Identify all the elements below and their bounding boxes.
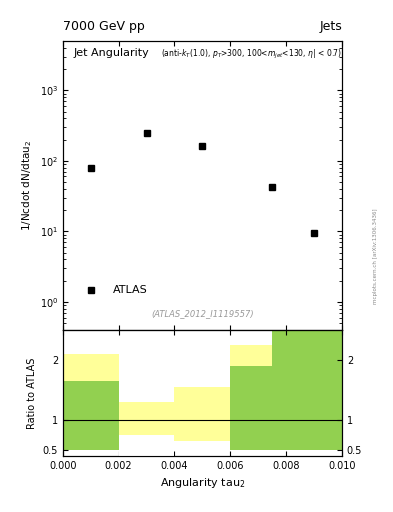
Text: mcplots.cern.ch [arXiv:1306.3436]: mcplots.cern.ch [arXiv:1306.3436] <box>373 208 378 304</box>
Text: (anti-$k_T$(1.0), $p_T$>300, 100<$m_{jet}$<130, $\eta|$ < 0.7): (anti-$k_T$(1.0), $p_T$>300, 100<$m_{jet… <box>161 48 342 61</box>
Y-axis label: Ratio to ATLAS: Ratio to ATLAS <box>27 357 37 429</box>
X-axis label: Angularity tau$_2$: Angularity tau$_2$ <box>160 476 245 490</box>
Text: 7000 GeV pp: 7000 GeV pp <box>63 20 145 33</box>
Y-axis label: 1/Ncdot dN/dtau$_2$: 1/Ncdot dN/dtau$_2$ <box>20 140 34 231</box>
Text: ATLAS: ATLAS <box>113 285 148 294</box>
Text: (ATLAS_2012_I1119557): (ATLAS_2012_I1119557) <box>151 309 254 318</box>
Text: Jets: Jets <box>319 20 342 33</box>
Text: Jet Angularity: Jet Angularity <box>74 48 150 58</box>
